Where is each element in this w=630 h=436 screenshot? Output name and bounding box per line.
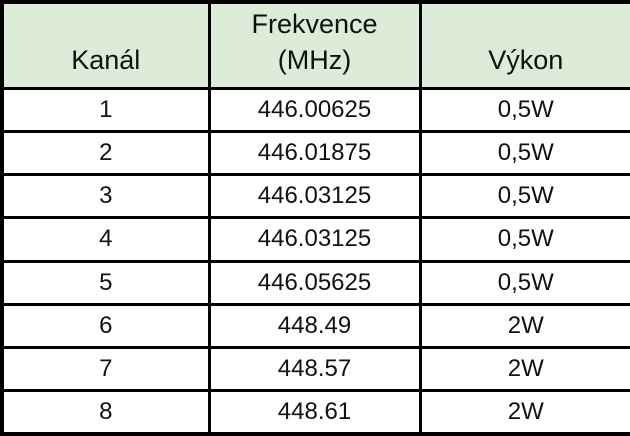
cell-frequency: 448.49 — [207, 302, 422, 350]
header-frequency-label-line1: Frekvence — [251, 9, 378, 40]
cell-frequency: 446.00625 — [207, 86, 422, 133]
cell-frequency: 446.05625 — [207, 259, 422, 306]
header-row: Kanál Frekvence (MHz) Výkon — [0, 0, 630, 90]
cell-channel: 1 — [0, 86, 211, 133]
cell-frequency: 446.01875 — [207, 129, 422, 177]
cell-channel: 6 — [0, 302, 211, 350]
cell-power: 0,5W — [418, 259, 630, 306]
header-power-label: Výkon — [488, 44, 564, 75]
header-frequency-label-line2: (MHz) — [277, 44, 352, 75]
cell-power: 0,5W — [418, 216, 630, 263]
cell-channel: 3 — [0, 172, 211, 220]
cell-channel: 5 — [0, 259, 211, 306]
cell-power: 2W — [418, 389, 630, 436]
header-channel-label: Kanál — [71, 44, 141, 75]
header-channel: Kanál — [0, 0, 211, 90]
cell-power: 0,5W — [418, 129, 630, 177]
cell-power: 2W — [418, 302, 630, 350]
table-row: 4 446.03125 0,5W — [0, 216, 630, 263]
cell-channel: 2 — [0, 129, 211, 177]
cell-frequency: 448.57 — [207, 345, 422, 393]
table-row: 7 448.57 2W — [0, 345, 630, 393]
table-row: 2 446.01875 0,5W — [0, 129, 630, 177]
table-row: 8 448.61 2W — [0, 389, 630, 436]
cell-frequency: 448.61 — [207, 389, 422, 436]
table-row: 1 446.00625 0,5W — [0, 86, 630, 133]
cell-frequency: 446.03125 — [207, 172, 422, 220]
table-row: 5 446.05625 0,5W — [0, 259, 630, 306]
table-row: 6 448.49 2W — [0, 302, 630, 350]
cell-power: 0,5W — [418, 172, 630, 220]
table-row: 3 446.03125 0,5W — [0, 172, 630, 220]
cell-channel: 4 — [0, 216, 211, 263]
header-frequency: Frekvence (MHz) — [207, 0, 422, 90]
cell-power: 0,5W — [418, 86, 630, 133]
header-power: Výkon — [418, 0, 630, 90]
cell-frequency: 446.03125 — [207, 216, 422, 263]
cell-power: 2W — [418, 345, 630, 393]
cell-channel: 7 — [0, 345, 211, 393]
cell-channel: 8 — [0, 389, 211, 436]
